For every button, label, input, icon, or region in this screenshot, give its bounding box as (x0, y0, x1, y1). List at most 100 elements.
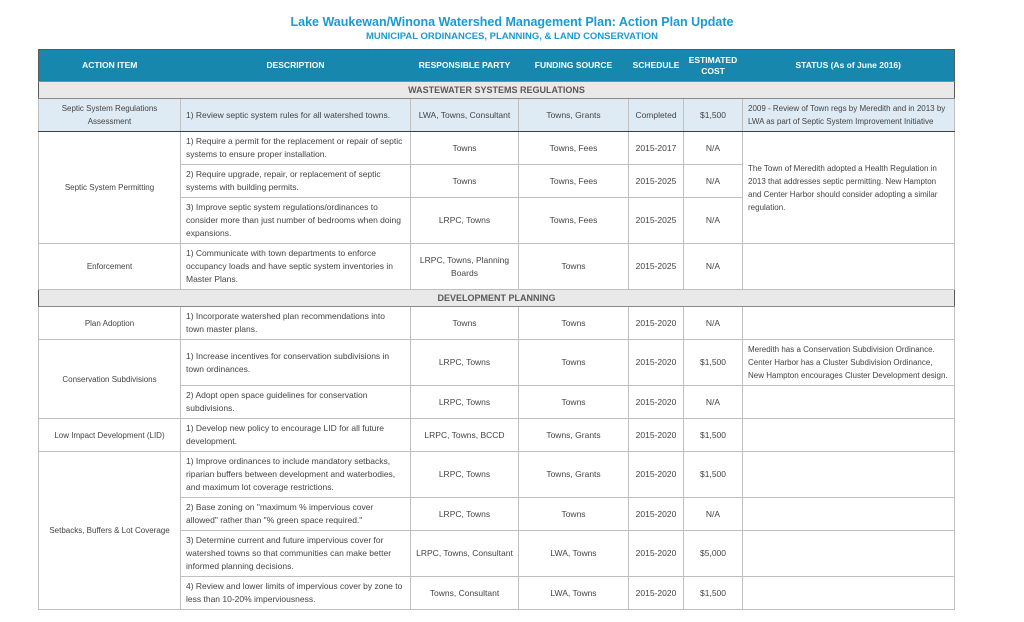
estimated-cost-cell: $1,500 (683, 576, 743, 610)
column-header-estimated-cost: ESTIMATED COST (683, 49, 743, 82)
action-item-cell: Enforcement (38, 243, 181, 290)
estimated-cost-cell: N/A (683, 385, 743, 419)
status-cell (742, 306, 955, 340)
column-header-funding-source: FUNDING SOURCE (518, 49, 629, 82)
funding-source-cell: Towns (518, 339, 629, 386)
responsible-party-cell: Towns, Consultant (410, 576, 519, 610)
table-row: 4) Review and lower limits of impervious… (39, 576, 955, 610)
responsible-party-cell: LRPC, Towns (410, 451, 519, 498)
column-header-schedule: SCHEDULE (628, 49, 684, 82)
table-row: 3) Improve septic system regulations/ord… (39, 197, 955, 244)
status-cell (742, 418, 955, 452)
status-cell: Meredith has a Conservation Subdivision … (742, 339, 955, 386)
schedule-cell: 2015-2020 (628, 306, 684, 340)
table-row: 2) Adopt open space guidelines for conse… (39, 385, 955, 419)
description-cell: 4) Review and lower limits of impervious… (180, 576, 411, 610)
column-header-responsible-party: RESPONSIBLE PARTY (410, 49, 519, 82)
schedule-cell: 2015-2020 (628, 385, 684, 419)
schedule-cell: 2015-2017 (628, 131, 684, 165)
table-row: Conservation Subdivisions 1) Increase inc… (38, 339, 955, 419)
funding-source-cell: Towns, Fees (518, 131, 629, 165)
responsible-party-cell: Towns (410, 131, 519, 165)
description-cell: 3) Determine current and future impervio… (180, 530, 411, 577)
action-item-cell: Plan Adoption (38, 306, 181, 340)
table-row: Low Impact Development (LID) 1) Develop n… (38, 418, 955, 452)
column-header-description: DESCRIPTION (180, 49, 411, 82)
responsible-party-cell: LRPC, Towns (410, 339, 519, 386)
schedule-cell: 2015-2025 (628, 197, 684, 244)
estimated-cost-cell: $1,500 (683, 98, 743, 132)
funding-source-cell: Towns, Fees (518, 164, 629, 198)
estimated-cost-cell: N/A (683, 197, 743, 244)
schedule-cell: 2015-2020 (628, 530, 684, 577)
funding-source-cell: LWA, Towns (518, 576, 629, 610)
status-cell (742, 576, 955, 610)
description-cell: 2) Base zoning on "maximum % impervious … (180, 497, 411, 531)
schedule-cell: 2015-2020 (628, 451, 684, 498)
column-header-action-item: ACTION ITEM (38, 49, 181, 82)
section-row: DEVELOPMENT PLANNING (38, 289, 955, 307)
estimated-cost-cell: $1,500 (683, 339, 743, 386)
funding-source-cell: Towns, Grants (518, 418, 629, 452)
responsible-party-cell: LRPC, Towns (410, 197, 519, 244)
action-plan-table: ACTION ITEM DESCRIPTION RESPONSIBLE PARTY F… (38, 49, 955, 610)
status-cell (742, 385, 955, 419)
action-item-cell: Conservation Subdivisions (38, 339, 181, 419)
estimated-cost-cell: N/A (683, 497, 743, 531)
description-cell: 2) Adopt open space guidelines for conse… (180, 385, 411, 419)
estimated-cost-cell: N/A (683, 243, 743, 290)
status-cell: 2009 - Review of Town regs by Meredith a… (742, 98, 955, 132)
schedule-cell: 2015-2020 (628, 339, 684, 386)
funding-source-cell: Towns (518, 497, 629, 531)
action-item-cell: Low Impact Development (LID) (38, 418, 181, 452)
column-header-status-as-of-june-2016: STATUS (As of June 2016) (742, 49, 955, 82)
table-header-row: ACTION ITEM DESCRIPTION RESPONSIBLE PARTY F… (38, 49, 955, 82)
schedule-cell: 2015-2020 (628, 497, 684, 531)
action-item-cell: Septic System Regulations Assessment (38, 98, 181, 132)
responsible-party-cell: Towns (410, 164, 519, 198)
description-cell: 1) Review septic system rules for all wa… (180, 98, 411, 132)
status-cell (742, 530, 955, 577)
description-cell: 1) Incorporate watershed plan recommenda… (180, 306, 411, 340)
funding-source-cell: Towns, Grants (518, 98, 629, 132)
estimated-cost-cell: $1,500 (683, 451, 743, 498)
responsible-party-cell: LRPC, Towns (410, 497, 519, 531)
description-cell: 1) Develop new policy to encourage LID f… (180, 418, 411, 452)
description-cell: 1) Improve ordinances to include mandato… (180, 451, 411, 498)
table-row: 3) Determine current and future impervio… (39, 530, 955, 577)
table-row: 2) Base zoning on "maximum % impervious … (39, 497, 955, 531)
funding-source-cell: Towns (518, 243, 629, 290)
funding-source-cell: LWA, Towns (518, 530, 629, 577)
description-cell: 3) Improve septic system regulations/ord… (180, 197, 411, 244)
funding-source-cell: Towns (518, 306, 629, 340)
table-row: Plan Adoption 1) Incorporate watershed pl… (38, 306, 955, 340)
schedule-cell: 2015-2025 (628, 243, 684, 290)
section-title: WASTEWATER SYSTEMS REGULATIONS (38, 81, 955, 99)
responsible-party-cell: LRPC, Towns (410, 385, 519, 419)
table-row: Septic System Permitting 1) Require a per… (38, 131, 955, 244)
funding-source-cell: Towns, Fees (518, 197, 629, 244)
action-table-body: WASTEWATER SYSTEMS REGULATIONS Septic Sys… (38, 81, 955, 610)
responsible-party-cell: LRPC, Towns, BCCD (410, 418, 519, 452)
schedule-cell: 2015-2020 (628, 576, 684, 610)
status-cell: The Town of Meredith adopted a Health Re… (742, 131, 955, 244)
funding-source-cell: Towns (518, 385, 629, 419)
estimated-cost-cell: $5,000 (683, 530, 743, 577)
section-row: WASTEWATER SYSTEMS REGULATIONS (38, 81, 955, 99)
description-cell: 1) Increase incentives for conservation … (180, 339, 411, 386)
description-cell: 2) Require upgrade, repair, or replaceme… (180, 164, 411, 198)
table-row: Septic System Regulations Assessment 1) R… (38, 98, 955, 132)
status-cell (742, 497, 955, 531)
description-cell: 1) Communicate with town departments to … (180, 243, 411, 290)
responsible-party-cell: Towns (410, 306, 519, 340)
responsible-party-cell: LRPC, Towns, Consultant (410, 530, 519, 577)
action-item-cell: Setbacks, Buffers & Lot Coverage (38, 451, 181, 610)
schedule-cell: 2015-2020 (628, 418, 684, 452)
estimated-cost-cell: N/A (683, 164, 743, 198)
section-title: DEVELOPMENT PLANNING (38, 289, 955, 307)
table-row: Setbacks, Buffers & Lot Coverage 1) Impro… (38, 451, 955, 610)
estimated-cost-cell: N/A (683, 131, 743, 165)
estimated-cost-cell: $1,500 (683, 418, 743, 452)
funding-source-cell: Towns, Grants (518, 451, 629, 498)
table-row: 2) Require upgrade, repair, or replaceme… (39, 164, 955, 198)
